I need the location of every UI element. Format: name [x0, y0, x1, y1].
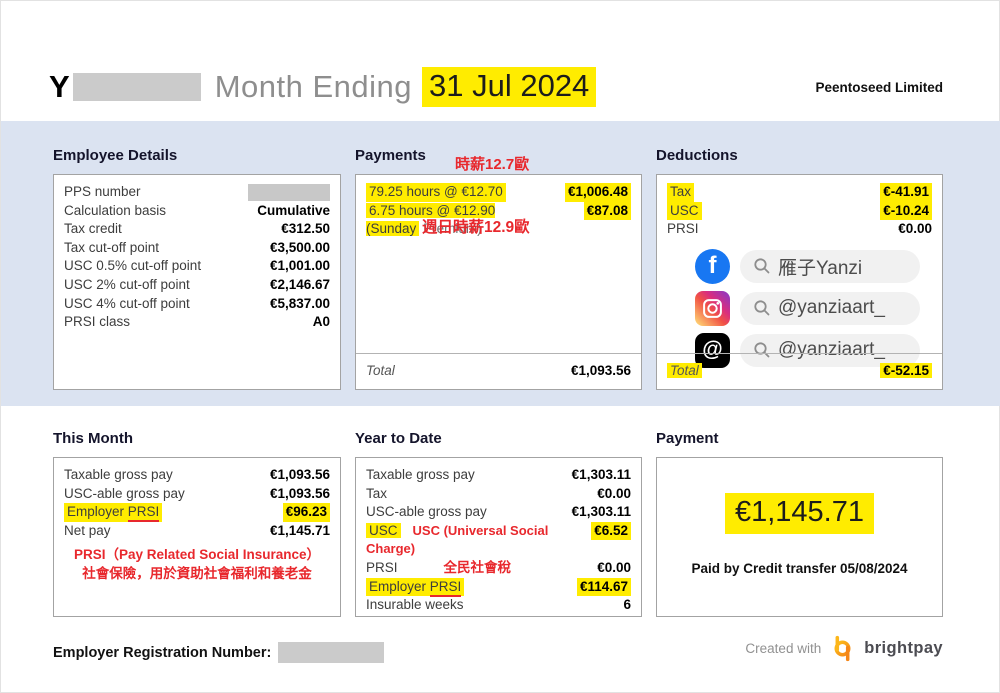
threads-row[interactable]: @ @yanziaart_	[695, 332, 932, 368]
detail-row: Tax credit €312.50	[64, 221, 330, 237]
employee-details-title: Employee Details	[53, 147, 178, 164]
payment-row: 79.25 hours @ €12.70 €1,006.48	[366, 183, 631, 202]
instagram-icon[interactable]	[695, 290, 730, 326]
facebook-row[interactable]: f 雁子Yanzi	[695, 248, 932, 284]
deductions-box: Tax €-41.91 USC €-10.24 PRSI €0.00 f 雁子Y…	[656, 174, 943, 390]
this-month-panel: This Month Taxable gross pay €1,093.56 U…	[53, 430, 341, 617]
detail-row: PPS number	[64, 183, 330, 202]
month-ending-label: Month Ending	[214, 69, 412, 104]
ytd-row: Employer PRSI €114.67	[366, 577, 631, 597]
ytd-row: USC-able gross pay €1,303.11	[366, 504, 631, 520]
employee-name-initial: Y	[49, 69, 70, 104]
payment-box: €1,145.71 Paid by Credit transfer 05/08/…	[656, 457, 943, 617]
employee-details-box: PPS number Calculation basis Cumulative …	[53, 174, 341, 390]
usc-annotation: USC (Universal Social Charge)	[366, 522, 549, 557]
prsi-annotation: PRSI（Pay Related Social Insurance） 社會保險，…	[73, 547, 321, 582]
ytd-row: Insurable weeks 6	[366, 597, 631, 613]
year-to-date-box: Taxable gross pay €1,303.11 Tax €0.00 US…	[355, 457, 642, 617]
payments-panel: Payments 時薪12.7歐 79.25 hours @ €12.70 €1…	[355, 147, 642, 390]
pps-number-redaction	[248, 183, 330, 201]
payments-title: Payments	[355, 147, 426, 164]
net-payment-amount: €1,145.71	[724, 492, 874, 534]
deductions-panel: Deductions Tax €-41.91 USC €-10.24 PRSI …	[656, 147, 943, 390]
threads-search-pill[interactable]: @yanziaart_	[740, 333, 920, 367]
deductions-total-row: Total €-52.15	[657, 353, 942, 389]
detail-row: Tax cut-off point €3,500.00	[64, 239, 330, 255]
company-name: Peentoseed Limited	[815, 80, 943, 95]
summary-row: USC-able gross pay €1,093.56	[64, 485, 330, 501]
detail-row: USC 4% cut-off point €5,837.00	[64, 295, 330, 311]
year-to-date-title: Year to Date	[355, 430, 442, 447]
brightpay-wordmark: brightpay	[864, 639, 943, 657]
bp-logo-icon	[834, 635, 851, 662]
payment-panel: Payment €1,145.71 Paid by Credit transfe…	[656, 430, 943, 617]
employee-details-panel: Employee Details PPS number Calculation …	[53, 147, 341, 390]
employee-name-redaction	[72, 73, 201, 101]
deduction-row: PRSI €0.00	[667, 221, 932, 237]
brightpay-credit: Created with brightpay	[745, 635, 943, 662]
instagram-row[interactable]: @yanziaart_	[695, 290, 932, 326]
ytd-row: Tax €0.00	[366, 485, 631, 501]
employer-registration: Employer Registration Number:	[53, 642, 385, 663]
deduction-row: Tax €-41.91	[667, 183, 932, 202]
payment-row: 6.75 hours @ €12.90 (Sunday Premium) €87…	[366, 201, 631, 239]
summary-row: Employer PRSI €96.23	[64, 503, 330, 523]
deductions-title: Deductions	[656, 147, 738, 164]
detail-row: Calculation basis Cumulative	[64, 202, 330, 218]
hourly-rate-annotation: 時薪12.7歐	[455, 156, 530, 173]
instagram-search-pill[interactable]: @yanziaart_	[740, 291, 920, 325]
payslip-header: Y Month Ending 31 Jul 2024	[49, 67, 597, 107]
payments-box: 79.25 hours @ €12.70 €1,006.48 6.75 hour…	[355, 174, 642, 390]
detail-row: PRSI class A0	[64, 314, 330, 330]
social-links-block: f 雁子Yanzi @yanziaart_ @	[695, 248, 932, 368]
this-month-box: Taxable gross pay €1,093.56 USC-able gro…	[53, 457, 341, 617]
facebook-search-pill[interactable]: 雁子Yanzi	[740, 249, 920, 283]
detail-row: USC 2% cut-off point €2,146.67	[64, 276, 330, 292]
ytd-row: USC USC (Universal Social Charge) €6.52	[366, 521, 631, 559]
usc-annotation-cn: 全民社會稅	[443, 559, 512, 575]
sunday-rate-annotation: 週日時薪12.9歐	[422, 219, 530, 236]
summary-row: Net pay €1,145.71	[64, 522, 330, 538]
facebook-icon[interactable]: f	[695, 248, 730, 284]
payment-title: Payment	[656, 430, 719, 447]
deduction-row: USC €-10.24	[667, 201, 932, 221]
ytd-row: Taxable gross pay €1,303.11	[366, 467, 631, 482]
summary-row: Taxable gross pay €1,093.56	[64, 467, 330, 482]
pay-period: 31 Jul 2024	[422, 67, 597, 107]
search-icon	[754, 258, 770, 274]
payment-method: Paid by Credit transfer 05/08/2024	[691, 560, 908, 576]
threads-icon[interactable]: @	[695, 332, 730, 368]
search-icon	[754, 300, 770, 316]
employer-reg-redaction	[278, 642, 385, 663]
detail-row: USC 0.5% cut-off point €1,001.00	[64, 258, 330, 274]
year-to-date-panel: Year to Date Taxable gross pay €1,303.11…	[355, 430, 642, 617]
this-month-title: This Month	[53, 430, 133, 447]
ytd-row: PRSI 全民社會稅 €0.00	[366, 559, 631, 575]
payments-total-row: Total €1,093.56	[356, 353, 641, 389]
